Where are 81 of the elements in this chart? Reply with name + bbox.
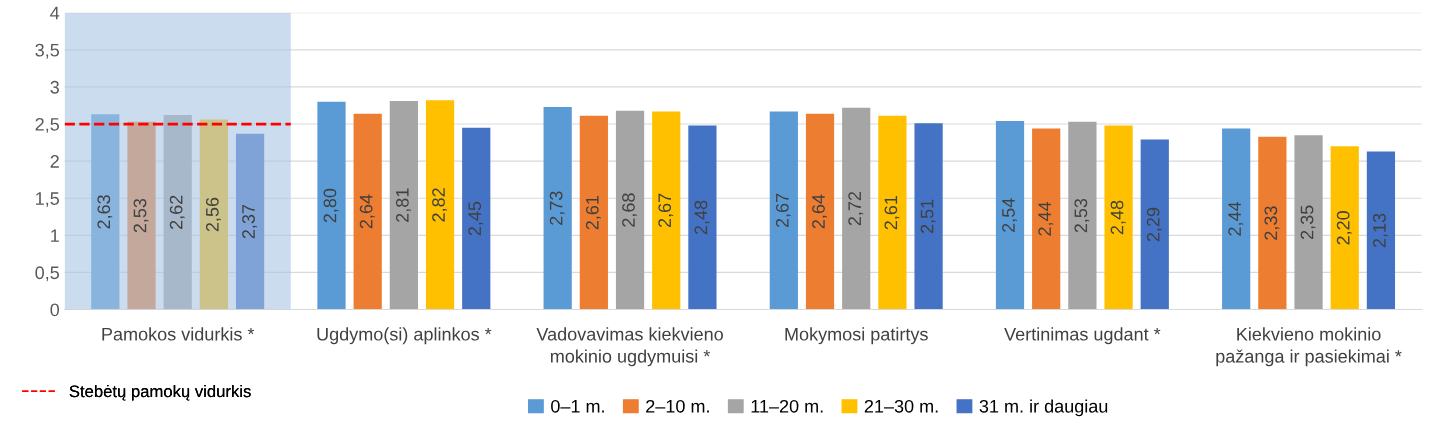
bar <box>199 119 229 310</box>
bar <box>1366 151 1396 310</box>
data-label: 2,62 <box>169 195 185 229</box>
data-label: 2,48 <box>1110 200 1126 235</box>
data-label: 2,67 <box>658 193 674 228</box>
bar <box>543 106 572 310</box>
data-label: 2,53 <box>1074 198 1090 233</box>
x-tick-label: Ugdymo(si) aplinkos * <box>317 327 492 345</box>
bar <box>579 115 608 310</box>
data-label: 2,61 <box>585 196 601 230</box>
data-label: 2,44 <box>1228 201 1244 236</box>
data-label: 2,67 <box>775 193 791 228</box>
bar <box>615 110 645 310</box>
y-tick-label: 0 <box>50 303 60 317</box>
y-tick-label: 3 <box>50 80 59 94</box>
data-label: 2,51 <box>920 199 936 234</box>
data-label: 2,44 <box>1038 201 1054 236</box>
x-tick-label: Mokymosi patirtys <box>785 327 928 345</box>
y-tick-label: 0,5 <box>35 266 59 282</box>
bar <box>914 123 943 310</box>
x-tick-label: Kiekvieno mokinio pažanga ir pasiekimai * <box>1216 327 1402 367</box>
data-label: 2,13 <box>1372 213 1388 248</box>
bar <box>317 101 346 310</box>
bar <box>1258 136 1287 310</box>
data-label: 2,48 <box>694 200 710 235</box>
bar <box>1104 125 1133 310</box>
y-tick-label: 1,5 <box>36 192 59 208</box>
y-tick-label: 2,5 <box>35 117 59 133</box>
bar <box>91 114 120 310</box>
bar <box>1068 121 1097 310</box>
data-label: 2,20 <box>1336 211 1352 245</box>
x-tick-label: Vertinimas ugdant * <box>1004 327 1161 345</box>
legend-label: 31 m. ir daugiau <box>979 399 1108 417</box>
legend-label: Stebėtų pamokų vidurkis <box>69 384 251 401</box>
bar <box>842 107 871 310</box>
data-label: 2,72 <box>848 191 864 226</box>
bar <box>878 115 907 310</box>
bar <box>995 121 1025 310</box>
data-label: 2,73 <box>549 191 565 225</box>
y-tick-label: 3,5 <box>35 43 59 59</box>
data-label: 2,63 <box>97 195 113 229</box>
bar <box>769 111 798 310</box>
data-label: 2,82 <box>432 188 448 222</box>
data-label: 2,35 <box>1300 205 1316 239</box>
y-tick-label: 4 <box>50 6 60 20</box>
bar <box>127 121 156 310</box>
bar <box>389 101 418 310</box>
data-label: 2,56 <box>205 197 221 232</box>
legend-label: 2–10 m. <box>646 399 709 413</box>
data-label: 2,54 <box>1002 198 1017 232</box>
bar <box>462 127 491 310</box>
data-label: 2,64 <box>812 194 828 229</box>
data-label: 2,37 <box>242 204 258 239</box>
data-label: 2,33 <box>1264 206 1280 240</box>
data-label: 2,53 <box>133 198 149 233</box>
data-label: 2,64 <box>359 194 375 229</box>
data-label: 2,68 <box>622 193 638 227</box>
bar <box>235 133 265 310</box>
data-label: 2,80 <box>323 188 339 223</box>
data-label: 2,45 <box>468 201 484 236</box>
bar <box>353 113 382 310</box>
bar <box>1294 135 1323 310</box>
bar <box>688 125 717 310</box>
bar <box>1140 139 1169 310</box>
data-label: 2,81 <box>395 188 411 222</box>
bar <box>163 115 192 310</box>
legend-label: 11–20 m. <box>751 399 823 413</box>
bar <box>805 113 835 310</box>
y-tick-label: 1 <box>51 229 59 242</box>
x-tick-label: Pamokos vidurkis * <box>102 327 255 341</box>
bar <box>425 100 455 310</box>
data-label: 2,29 <box>1146 207 1162 242</box>
data-label: 2,61 <box>884 196 900 230</box>
y-tick-label: 2 <box>50 155 59 168</box>
bar <box>1032 128 1061 310</box>
legend-label: 0–1 m. <box>551 399 604 413</box>
bar <box>1222 128 1251 310</box>
x-tick-label: Vadovavimas kiekvieno mokinio ugdymuisi * <box>536 327 723 367</box>
bar <box>652 111 681 310</box>
legend-label: 21–30 m. <box>864 399 938 413</box>
bar <box>1330 146 1359 310</box>
